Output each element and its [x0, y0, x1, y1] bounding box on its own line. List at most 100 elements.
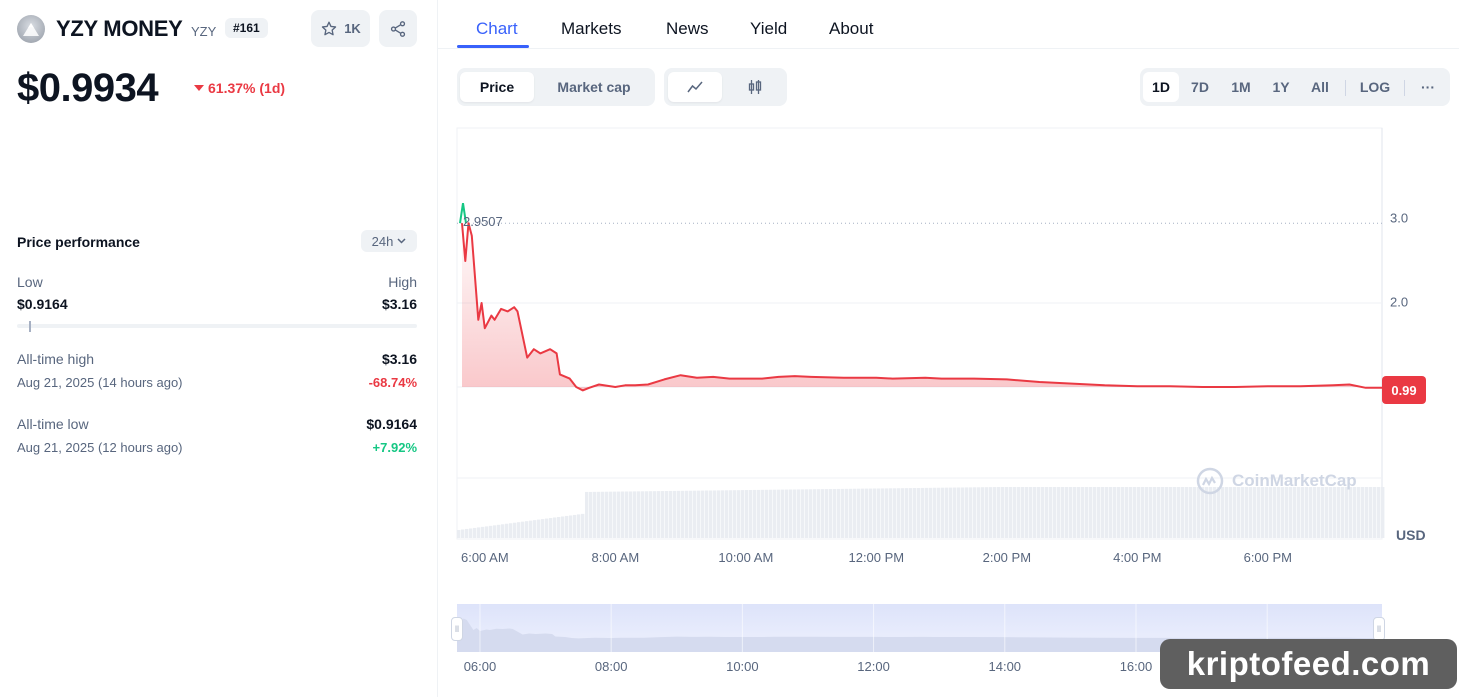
- volume-bar: [1365, 487, 1369, 538]
- volume-bar: [1073, 487, 1077, 538]
- price-range-marker: [29, 321, 31, 332]
- volume-bar: [469, 528, 473, 538]
- volume-bar: [673, 490, 677, 538]
- volume-bar: [1269, 487, 1273, 538]
- navigator-right-handle[interactable]: ll: [1373, 617, 1385, 641]
- x-tick-label: 6:00 AM: [461, 550, 509, 565]
- period-select-value: 24h: [371, 233, 394, 249]
- navigator-left-handle[interactable]: ll: [451, 617, 463, 641]
- candlestick-icon: [748, 80, 762, 94]
- volume-bar: [1009, 487, 1013, 538]
- y-axis-ticks: 3.0 2.0: [1390, 210, 1408, 309]
- tab-about[interactable]: About: [829, 19, 874, 38]
- volume-bar: [897, 488, 901, 538]
- range-1m[interactable]: 1M: [1231, 79, 1251, 95]
- navigator-ticks: 06:00 08:00 10:00 12:00 14:00 16:00: [464, 659, 1153, 674]
- volume-bar: [1361, 487, 1365, 538]
- volume-bar: [581, 513, 585, 538]
- volume-bar: [1165, 487, 1169, 538]
- volume-bar: [1353, 487, 1357, 538]
- site-watermark: kriptofeed.com: [1160, 639, 1457, 689]
- volume-bar: [1373, 487, 1377, 538]
- volume-bar: [537, 519, 541, 538]
- volume-bar: [621, 491, 625, 538]
- low-value: $0.9164: [17, 296, 68, 312]
- volume-bar: [929, 487, 933, 538]
- watchlist-count: 1K: [344, 21, 361, 36]
- range-1d[interactable]: 1D: [1143, 72, 1179, 102]
- volume-bar: [1181, 487, 1185, 538]
- volume-bar: [1037, 487, 1041, 538]
- volume-bar: [861, 488, 865, 538]
- navigator-tick-label: 12:00: [857, 659, 890, 674]
- line-chart-icon: [687, 81, 703, 93]
- log-toggle[interactable]: LOG: [1359, 79, 1391, 95]
- volume-bar: [981, 487, 985, 538]
- tab-chart[interactable]: Chart: [476, 19, 518, 38]
- more-options-button[interactable]: ···: [1421, 79, 1435, 95]
- volume-bar: [1089, 487, 1093, 538]
- volume-bar: [1121, 487, 1125, 538]
- share-icon: [390, 20, 406, 37]
- range-1y[interactable]: 1Y: [1272, 79, 1290, 95]
- x-tick-label: 12:00 PM: [848, 550, 904, 565]
- volume-bar: [1293, 487, 1297, 538]
- volume-bar: [969, 487, 973, 538]
- volume-bar: [749, 489, 753, 538]
- watchlist-button[interactable]: 1K: [311, 10, 370, 47]
- coin-symbol: YZY: [191, 24, 217, 39]
- volume-bar: [601, 491, 605, 538]
- tab-yield[interactable]: Yield: [750, 19, 788, 38]
- volume-bar: [1049, 487, 1053, 538]
- volume-bar: [1149, 487, 1153, 538]
- open-spike: [459, 203, 467, 224]
- volume-bar: [985, 487, 989, 538]
- share-button[interactable]: [379, 10, 417, 47]
- volume-bar: [1129, 487, 1133, 538]
- volume-bar: [1277, 487, 1281, 538]
- volume-bar: [637, 491, 641, 538]
- range-7d[interactable]: 7D: [1191, 79, 1209, 95]
- volume-bar: [1133, 487, 1137, 538]
- x-tick-label: 6:00 PM: [1244, 550, 1292, 565]
- line-chart-button[interactable]: [668, 72, 722, 102]
- volume-bar: [577, 514, 581, 538]
- volume-bar: [893, 488, 897, 538]
- price-toggle[interactable]: Price: [460, 72, 534, 102]
- candlestick-button[interactable]: [728, 72, 782, 102]
- x-axis-ticks: 6:00 AM 8:00 AM 10:00 AM 12:00 PM 2:00 PM 4:0…: [461, 550, 1292, 565]
- volume-bar: [1185, 487, 1189, 538]
- range-all[interactable]: All: [1311, 79, 1329, 95]
- tab-news[interactable]: News: [666, 19, 709, 38]
- volume-bar: [801, 489, 805, 538]
- volume-bar: [1257, 487, 1261, 538]
- volume-bar: [457, 530, 461, 538]
- tab-markets[interactable]: Markets: [561, 19, 622, 38]
- volume-bar: [1057, 487, 1061, 538]
- x-tick-label: 10:00 AM: [718, 550, 773, 565]
- volume-bar: [1169, 487, 1173, 538]
- volume-bar: [665, 491, 669, 538]
- range-separator: [1404, 80, 1405, 96]
- volume-bar: [697, 490, 701, 538]
- volume-bar: [809, 489, 813, 538]
- volume-bar: [725, 490, 729, 538]
- navigator-tick-label: 16:00: [1120, 659, 1153, 674]
- volume-bar: [613, 491, 617, 538]
- volume-bar: [817, 489, 821, 538]
- metric-toggle: Price Market cap: [457, 68, 655, 106]
- volume-bar: [1289, 487, 1293, 538]
- period-select[interactable]: 24h: [361, 230, 417, 252]
- volume-bar: [781, 489, 785, 538]
- volume-bar: [1053, 487, 1057, 538]
- volume-bar: [1145, 487, 1149, 538]
- volume-bar: [1141, 487, 1145, 538]
- volume-bar: [1157, 487, 1161, 538]
- volume-bar: [1093, 487, 1097, 538]
- volume-bar: [953, 487, 957, 538]
- volume-bar: [1021, 487, 1025, 538]
- volume-bar: [541, 519, 545, 538]
- market-cap-toggle[interactable]: Market cap: [557, 79, 631, 95]
- volume-bar: [1069, 487, 1073, 538]
